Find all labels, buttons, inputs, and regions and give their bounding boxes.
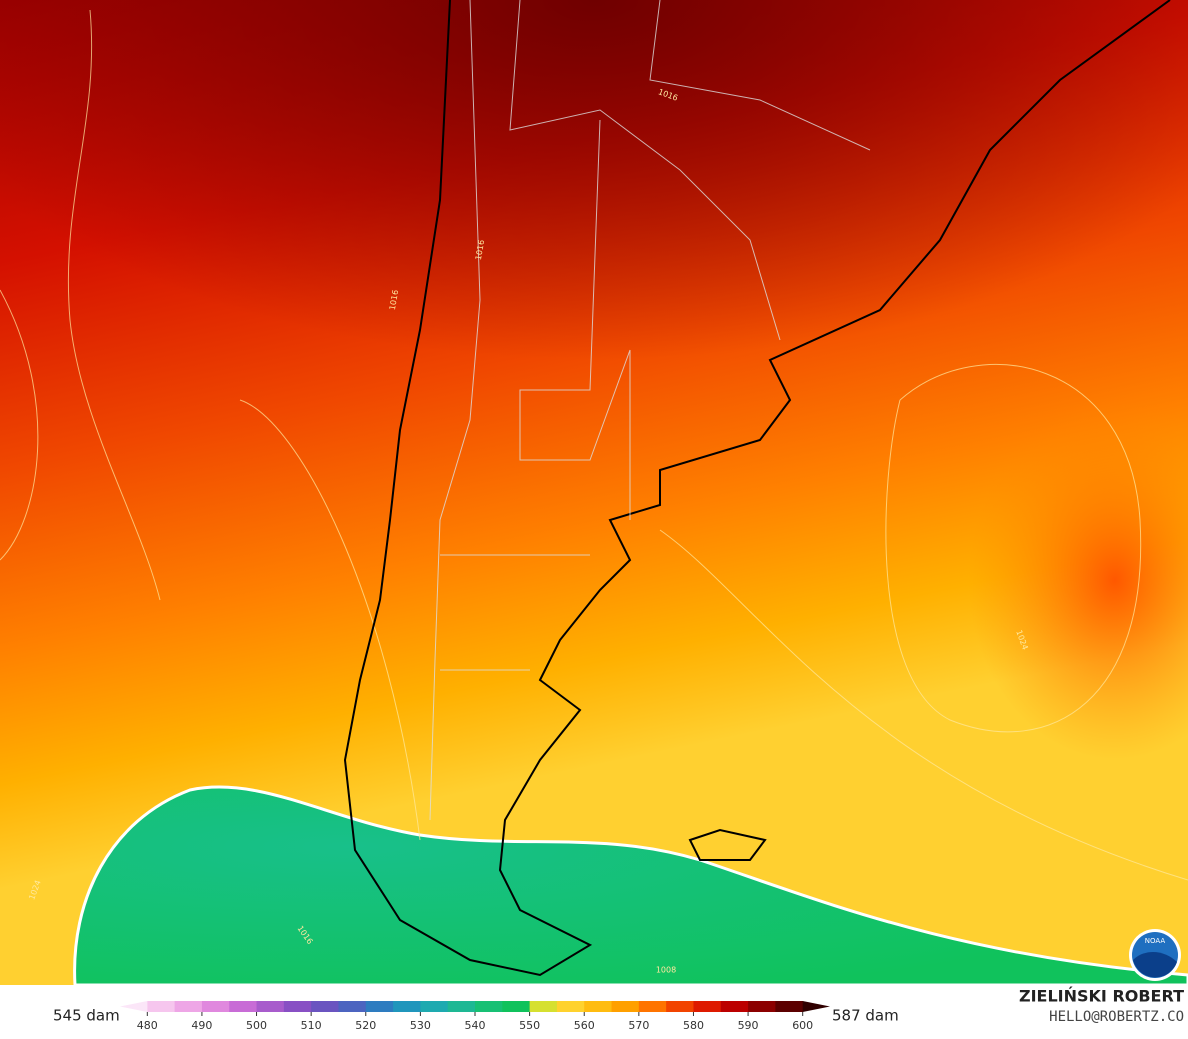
colorbar-segment [120,1001,148,1012]
colorbar-max-label: 587 dam [832,1007,899,1025]
colorbar-segment [447,1001,476,1012]
credit-email: HELLO@ROBERTZ.CO [1049,1009,1184,1025]
colorbar-segment [666,1001,694,1012]
colorbar-segment [638,1001,667,1012]
colorbar-segment [338,1001,367,1012]
colorbar-segment [748,1001,776,1012]
colorbar-min-label: 545 dam [53,1007,120,1025]
height-field-east [700,250,1188,850]
colorbar: 545 dam 587 dam 480 490 500 510 520 530 540 550… [53,1001,899,1032]
colorbar-tick-label: 490 [191,1019,212,1032]
colorbar-tick-label: 550 [519,1019,540,1032]
isobar-label: 1008 [656,966,676,975]
colorbar-segment [229,1001,258,1012]
colorbar-tick-label: 530 [410,1019,431,1032]
colorbar-segment [475,1001,503,1012]
logo-text: NOAA [1145,937,1166,945]
colorbar-segment [174,1001,203,1012]
isobar-label: 1016 [474,239,486,261]
isobar-label: 1016 [388,289,400,311]
credit-name: ZIELIŃSKI ROBERT [1019,987,1184,1006]
borders [429,0,871,821]
colorbar-segment [556,1001,585,1012]
colorbar-tick-label: 570 [628,1019,649,1032]
colorbar-tick-label: 600 [792,1019,813,1032]
colorbar-segment [283,1001,312,1012]
coastline [343,0,1171,977]
colorbar-segment [201,1001,230,1012]
colorbar-tick-label: 540 [465,1019,486,1032]
colorbar-segment [720,1001,749,1012]
colorbar-segment [365,1001,394,1012]
colorbar-segment [256,1001,285,1012]
colorbar-tick-label: 560 [574,1019,595,1032]
colorbar-tick-label: 500 [246,1019,267,1032]
colorbar-segment [584,1001,613,1012]
colorbar-tick-label: 480 [137,1019,158,1032]
colorbar-segment [393,1001,421,1012]
colorbar-tick-label: 590 [738,1019,759,1032]
colorbar-tick-label: 580 [683,1019,704,1032]
colorbar-segment [502,1001,531,1012]
colorbar-tick-label: 520 [355,1019,376,1032]
colorbar-segment [420,1001,449,1012]
colorbar-segment [529,1001,558,1012]
colorbar-segment [611,1001,640,1012]
colorbar-segment [802,1001,830,1012]
noaa-logo: NOAA [1129,929,1181,981]
isobars [0,9,1188,881]
colorbar-segment [311,1001,339,1012]
colorbar-segment [775,1001,804,1012]
colorbar-segment [693,1001,722,1012]
colorbar-segment [147,1001,176,1012]
colorbar-tick-label: 510 [301,1019,322,1032]
